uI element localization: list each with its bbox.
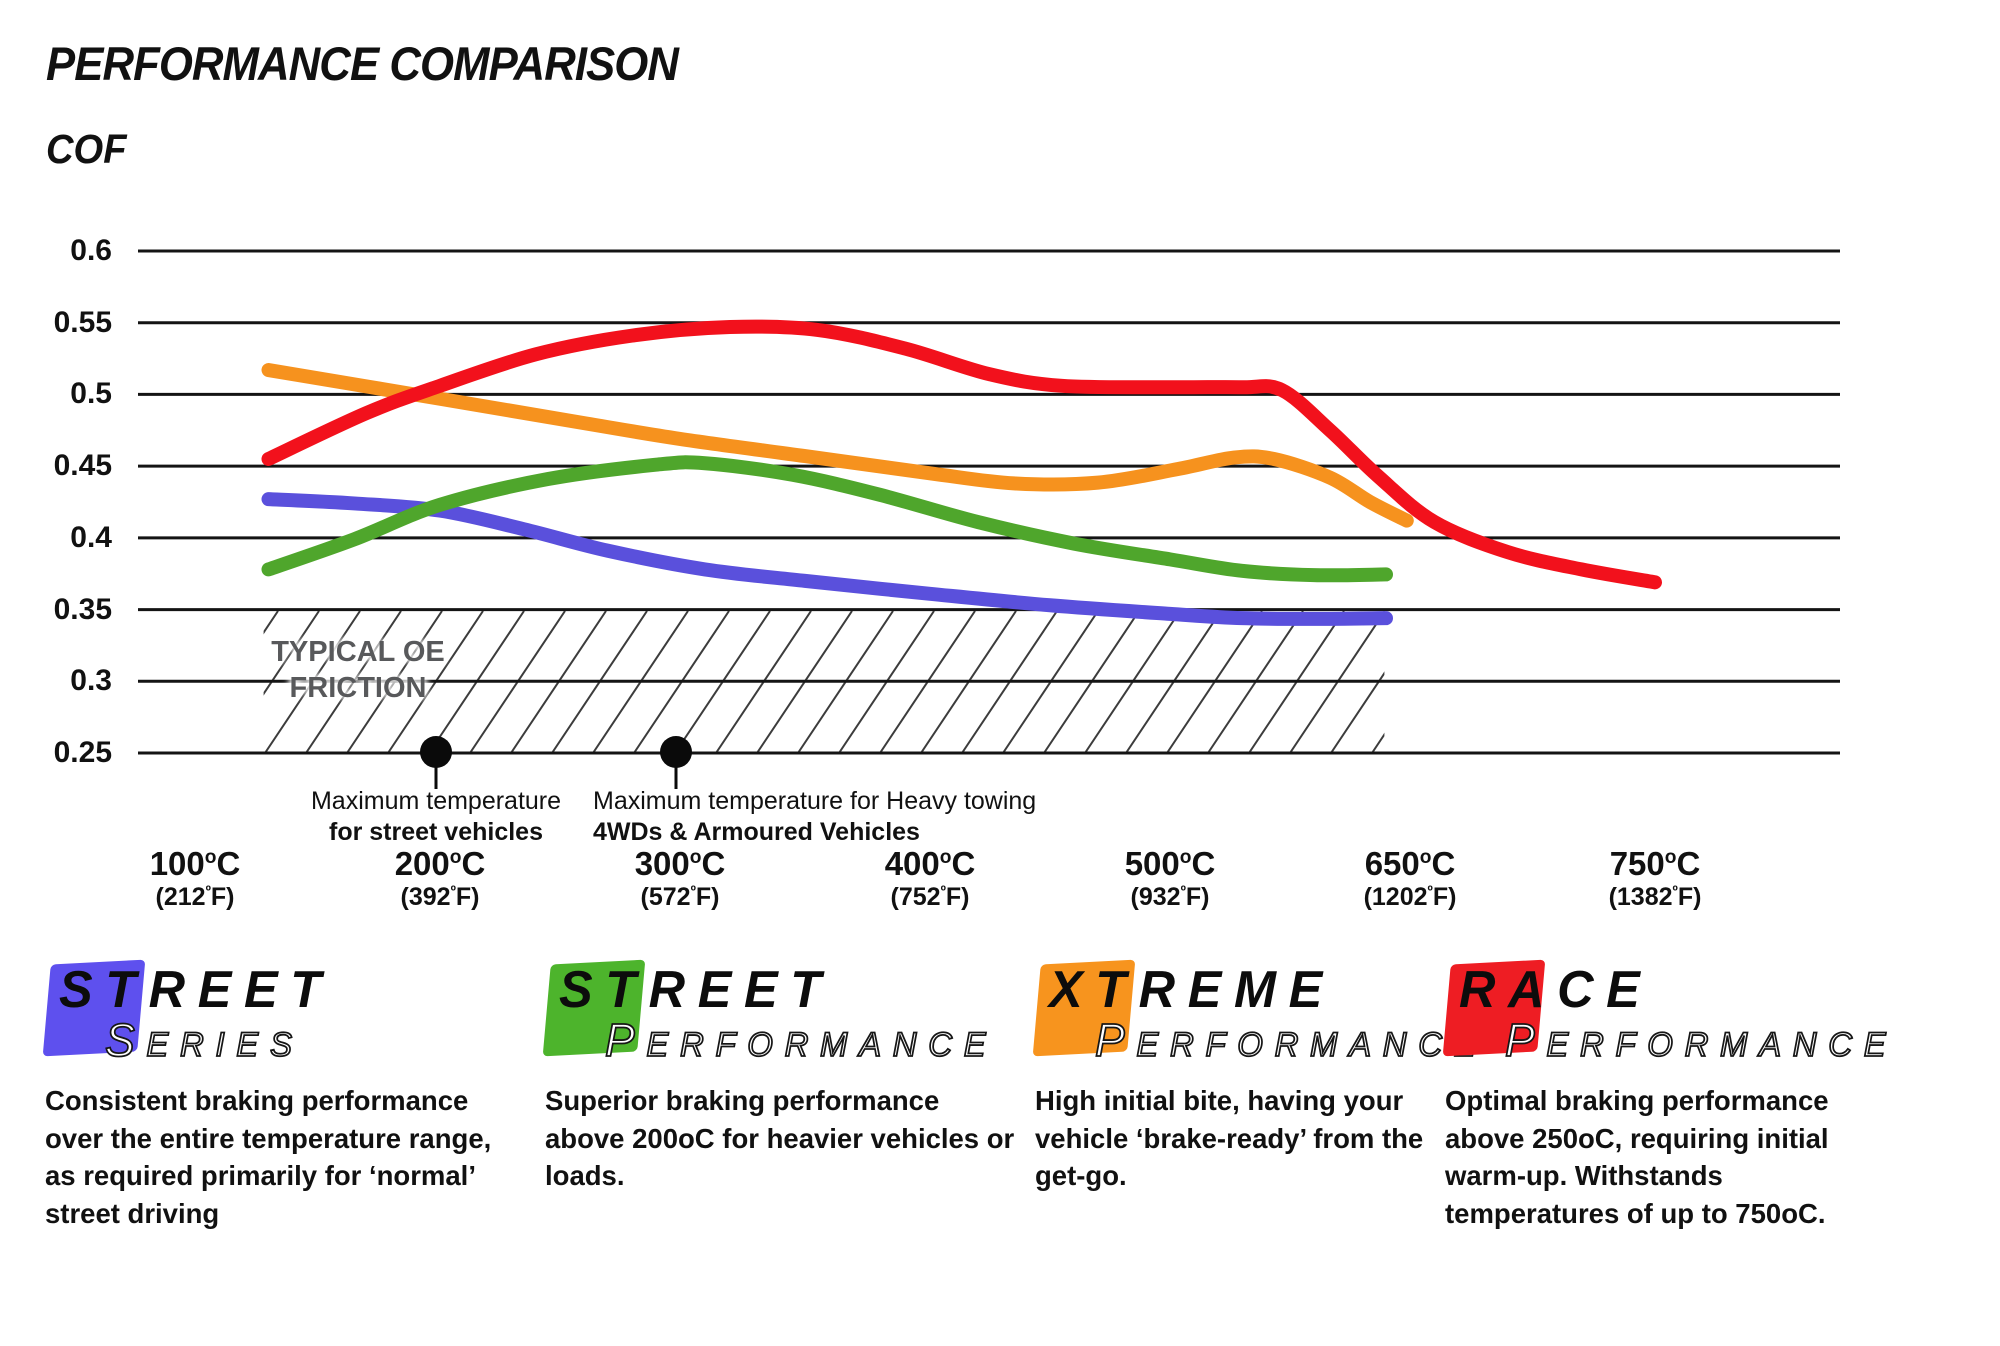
annotation-text: Maximum temperature for street vehicles (311, 786, 561, 848)
x-tick-label: 500oC (932ºF) (1125, 846, 1216, 912)
legend-item-street-performance: STREET PERFORMANCE Superior braking perfor… (542, 959, 1015, 1191)
x-tick-celsius: 500oC (1124, 845, 1216, 882)
x-tick-celsius: 750oC (1609, 845, 1701, 882)
y-tick-label: 0.4 (70, 520, 112, 554)
annotation-line2: 4WDs & Armoured Vehicles (593, 818, 920, 846)
x-tick-label: 650oC (1202ºF) (1364, 846, 1457, 912)
x-tick-label: 100oC (212ºF) (150, 846, 241, 912)
x-tick-celsius: 400oC (884, 845, 976, 882)
y-tick-label: 0.5 (70, 377, 112, 411)
legend-item-street-series: STREET SERIES Consistent braking performan… (42, 959, 515, 1229)
annotation-markers (420, 736, 692, 789)
series-street-series (261, 492, 1393, 626)
x-tick-celsius: 200oC (394, 845, 486, 882)
y-tick-label: 0.25 (53, 736, 112, 769)
y-tick-label: 0.35 (53, 592, 112, 626)
brand-subtitle: PERFORMANCE (1504, 1013, 1898, 1067)
x-tick-fahrenheit: (572ºF) (640, 883, 720, 911)
oe-label-line1: TYPICAL OE (271, 636, 445, 668)
series-street-performance (261, 455, 1393, 583)
annotation-dot (660, 736, 692, 768)
y-axis-title: COF (46, 126, 127, 172)
annotation-line2: for street vehicles (328, 818, 543, 846)
oe-label-line2: FRICTION (289, 672, 427, 704)
brand-description: Consistent braking performance over the … (45, 1085, 492, 1229)
x-tick-celsius: 100oC (149, 845, 241, 882)
y-tick-label: 0.3 (70, 664, 112, 698)
x-tick-label: 400oC (752ºF) (885, 846, 976, 912)
x-tick-fahrenheit: (752ºF) (890, 883, 970, 911)
y-tick-label: 0.45 (53, 449, 112, 483)
brand-logo: RACE PERFORMANCE (1442, 959, 1887, 1078)
x-tick-celsius: 650oC (1364, 845, 1456, 882)
typical-oe-friction-label: TYPICAL OE FRICTION (262, 634, 454, 706)
x-tick-label: 200oC (392ºF) (395, 846, 486, 912)
annotation-line1: Maximum temperature for Heavy towing (593, 787, 1037, 815)
annotation-line1: Maximum temperature (310, 787, 562, 815)
x-tick-label: 750oC (1382ºF) (1609, 846, 1702, 912)
series-xtreme-performance (261, 363, 1414, 528)
series-lines (261, 319, 1662, 626)
brand-description: Optimal braking performance above 250oC,… (1445, 1085, 1829, 1229)
y-tick-label: 0.6 (70, 234, 112, 267)
x-tick-celsius: 300oC (634, 845, 726, 882)
brand-subtitle: PERFORMANCE (604, 1013, 998, 1067)
annotation-text: Maximum temperature for Heavy towing 4WDs… (593, 786, 1036, 848)
series-race-performance (261, 319, 1662, 590)
page-title: PERFORMANCE COMPARISON (46, 37, 679, 90)
y-tick-label: 0.55 (53, 305, 112, 339)
brand-description: Superior braking performance above 200oC… (545, 1085, 1015, 1191)
brand-description: High initial bite, having your vehicle ‘… (1035, 1085, 1424, 1191)
brand-logo: XTREME PERFORMANCE (1032, 959, 1477, 1078)
brand-subtitle: PERFORMANCE (1094, 1013, 1488, 1067)
x-tick-fahrenheit: (932ºF) (1130, 883, 1210, 911)
annotation-dot (420, 736, 452, 768)
brand-word: RACE (1459, 961, 1653, 1019)
brand-subtitle: SERIES (104, 1013, 304, 1067)
brand-word: STREET (559, 961, 834, 1019)
brand-logo: STREET SERIES (42, 959, 515, 1078)
legend-item-xtreme-performance: XTREME PERFORMANCE High initial bite, havi… (1032, 959, 1477, 1191)
x-tick-fahrenheit: (1382ºF) (1608, 883, 1702, 911)
brand-logo: STREET PERFORMANCE (542, 959, 1015, 1078)
x-tick-label: 300oC (572ºF) (635, 846, 726, 912)
x-tick-fahrenheit: (212ºF) (155, 883, 235, 911)
x-tick-fahrenheit: (392ºF) (400, 883, 480, 911)
x-tick-fahrenheit: (1202ºF) (1363, 883, 1457, 911)
brand-word: STREET (59, 961, 334, 1019)
brand-word: XTREME (1049, 961, 1335, 1019)
legend-item-race-performance: RACE PERFORMANCE Optimal braking performan… (1442, 959, 1887, 1229)
